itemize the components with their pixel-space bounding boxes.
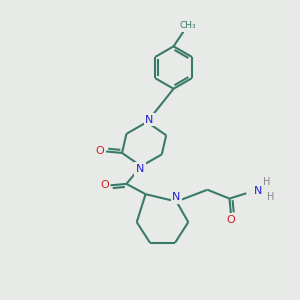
Text: N: N (145, 115, 154, 125)
Text: O: O (226, 215, 235, 225)
Text: O: O (100, 180, 109, 190)
Text: N: N (136, 164, 144, 174)
Text: N: N (172, 192, 181, 202)
Text: CH₃: CH₃ (179, 21, 196, 30)
Text: O: O (96, 146, 104, 157)
Text: N: N (254, 186, 262, 196)
Text: H: H (267, 192, 274, 202)
Text: H: H (263, 177, 271, 187)
